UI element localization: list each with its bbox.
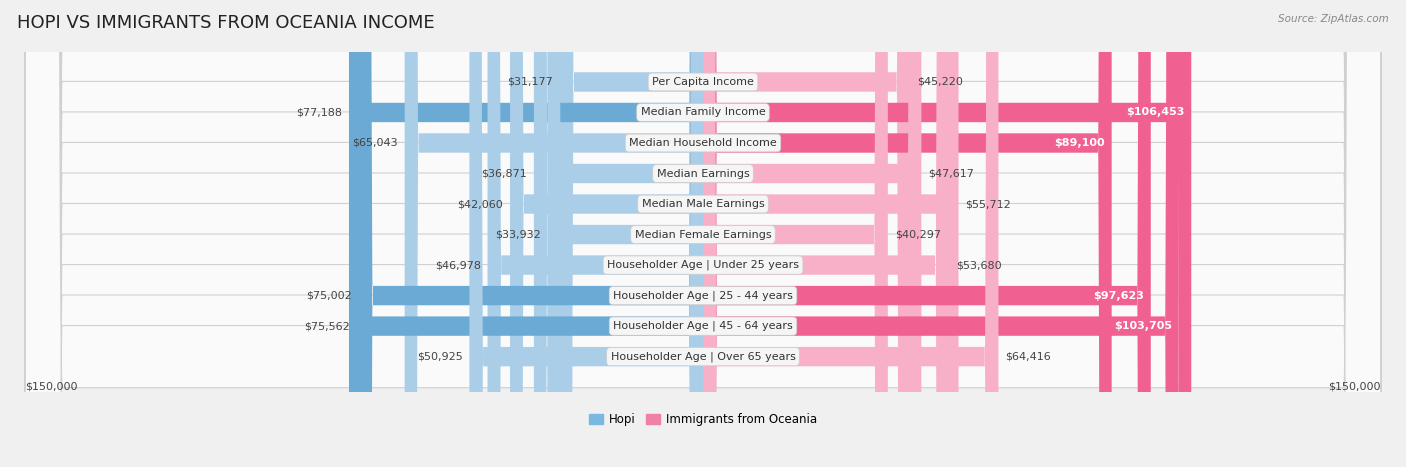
Text: $103,705: $103,705: [1114, 321, 1171, 331]
Text: $40,297: $40,297: [894, 230, 941, 240]
FancyBboxPatch shape: [25, 0, 1381, 467]
Text: $106,453: $106,453: [1126, 107, 1184, 118]
FancyBboxPatch shape: [703, 0, 959, 467]
Text: Median Family Income: Median Family Income: [641, 107, 765, 118]
Text: $47,617: $47,617: [928, 169, 974, 178]
Text: $31,177: $31,177: [508, 77, 553, 87]
FancyBboxPatch shape: [25, 0, 1381, 467]
FancyBboxPatch shape: [25, 0, 1381, 467]
Text: Householder Age | 45 - 64 years: Householder Age | 45 - 64 years: [613, 321, 793, 332]
Text: $50,925: $50,925: [416, 352, 463, 361]
FancyBboxPatch shape: [547, 0, 703, 467]
FancyBboxPatch shape: [25, 0, 1381, 467]
FancyBboxPatch shape: [349, 0, 703, 467]
FancyBboxPatch shape: [25, 0, 1381, 467]
Text: Source: ZipAtlas.com: Source: ZipAtlas.com: [1278, 14, 1389, 24]
FancyBboxPatch shape: [703, 0, 1112, 467]
FancyBboxPatch shape: [25, 0, 1381, 467]
Text: $42,060: $42,060: [457, 199, 503, 209]
FancyBboxPatch shape: [703, 0, 949, 467]
FancyBboxPatch shape: [703, 0, 1178, 467]
Text: Median Male Earnings: Median Male Earnings: [641, 199, 765, 209]
FancyBboxPatch shape: [25, 0, 1381, 467]
FancyBboxPatch shape: [703, 0, 998, 467]
FancyBboxPatch shape: [703, 0, 1150, 467]
Text: Median Female Earnings: Median Female Earnings: [634, 230, 772, 240]
FancyBboxPatch shape: [510, 0, 703, 467]
Text: $65,043: $65,043: [352, 138, 398, 148]
Text: $53,680: $53,680: [956, 260, 1001, 270]
Text: $77,188: $77,188: [297, 107, 342, 118]
Text: $55,712: $55,712: [966, 199, 1011, 209]
FancyBboxPatch shape: [25, 0, 1381, 467]
FancyBboxPatch shape: [560, 0, 703, 467]
Text: Per Capita Income: Per Capita Income: [652, 77, 754, 87]
FancyBboxPatch shape: [488, 0, 703, 467]
FancyBboxPatch shape: [703, 0, 887, 467]
FancyBboxPatch shape: [357, 0, 703, 467]
Text: $150,000: $150,000: [1329, 382, 1381, 392]
Text: Median Earnings: Median Earnings: [657, 169, 749, 178]
Text: $89,100: $89,100: [1054, 138, 1105, 148]
FancyBboxPatch shape: [534, 0, 703, 467]
FancyBboxPatch shape: [703, 0, 1191, 467]
FancyBboxPatch shape: [470, 0, 703, 467]
Text: HOPI VS IMMIGRANTS FROM OCEANIA INCOME: HOPI VS IMMIGRANTS FROM OCEANIA INCOME: [17, 14, 434, 32]
Text: Householder Age | Over 65 years: Householder Age | Over 65 years: [610, 351, 796, 362]
Text: $64,416: $64,416: [1005, 352, 1052, 361]
Text: $46,978: $46,978: [434, 260, 481, 270]
Text: $150,000: $150,000: [25, 382, 77, 392]
Text: $33,932: $33,932: [495, 230, 540, 240]
Text: Householder Age | 25 - 44 years: Householder Age | 25 - 44 years: [613, 290, 793, 301]
Text: $75,562: $75,562: [304, 321, 350, 331]
Legend: Hopi, Immigrants from Oceania: Hopi, Immigrants from Oceania: [585, 408, 821, 431]
FancyBboxPatch shape: [25, 0, 1381, 467]
Text: Householder Age | Under 25 years: Householder Age | Under 25 years: [607, 260, 799, 270]
FancyBboxPatch shape: [405, 0, 703, 467]
FancyBboxPatch shape: [703, 0, 911, 467]
FancyBboxPatch shape: [25, 0, 1381, 467]
FancyBboxPatch shape: [703, 0, 921, 467]
Text: $97,623: $97,623: [1092, 290, 1144, 301]
Text: Median Household Income: Median Household Income: [628, 138, 778, 148]
Text: $75,002: $75,002: [307, 290, 352, 301]
FancyBboxPatch shape: [359, 0, 703, 467]
Text: $36,871: $36,871: [481, 169, 527, 178]
Text: $45,220: $45,220: [917, 77, 963, 87]
